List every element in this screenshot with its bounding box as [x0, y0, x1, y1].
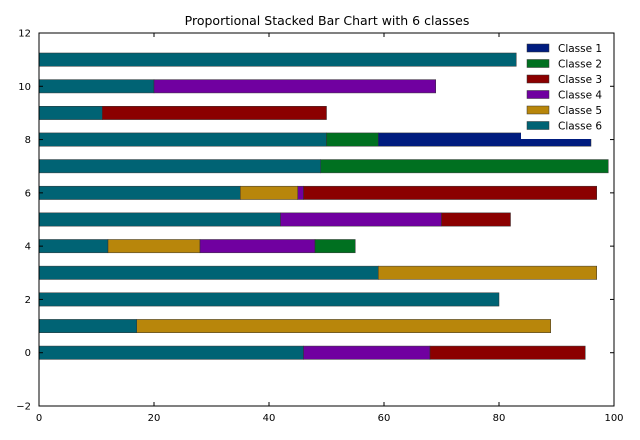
bar-segment [38, 159, 321, 174]
bar-segment [303, 185, 597, 200]
plot-frame [38, 32, 615, 407]
x-tick-label: 40 [263, 413, 276, 424]
bar-segment [199, 239, 316, 254]
y-tick-label: 2 [25, 295, 31, 306]
bar-segment [38, 212, 281, 227]
legend-swatch [526, 43, 550, 53]
y-tick-label: −2 [16, 402, 31, 413]
legend-label: Classe 1 [558, 43, 602, 55]
x-tick-label: 100 [604, 413, 623, 424]
bar-segment [38, 185, 241, 200]
bar-segment [240, 185, 298, 200]
y-tick-label: 6 [25, 188, 31, 199]
bar-segment [38, 319, 137, 333]
legend-swatch [526, 105, 550, 115]
legend: Classe 1 Classe 2 Classe 3 Classe 4 Classe 5… [521, 38, 609, 139]
bar-segment [38, 106, 103, 120]
x-tick-label: 80 [493, 413, 506, 424]
bar-segment [314, 239, 356, 254]
bar-segment [297, 185, 304, 200]
axes-group: 0 20 40 60 80 100 −2 0 2 4 6 8 10 12 [16, 29, 623, 425]
y-tick-label: 0 [25, 348, 31, 359]
bar-segment [38, 345, 304, 360]
legend-swatch [526, 121, 550, 130]
bar-segment [38, 52, 517, 67]
bar-segment [38, 79, 155, 94]
x-tick-label: 60 [378, 413, 391, 424]
bar-segment [107, 239, 201, 254]
x-tick-label: 0 [36, 413, 42, 424]
bar-segment [280, 212, 442, 227]
y-tick-label: 10 [18, 82, 31, 93]
bar-segment [38, 292, 500, 307]
bar-segment [38, 239, 109, 254]
bar-segment [441, 212, 511, 227]
bar-segment [378, 265, 597, 280]
bar-segment [38, 265, 379, 280]
bar-segment [102, 106, 327, 120]
legend-swatch [526, 59, 550, 68]
y-tick-label: 12 [18, 29, 31, 40]
legend-label: Classe 5 [558, 105, 602, 117]
legend-label: Classe 4 [558, 90, 602, 102]
bars-group [38, 52, 609, 360]
bar-segment [153, 79, 436, 94]
bar-segment [320, 159, 609, 174]
legend-swatch [526, 90, 550, 99]
legend-swatch [526, 74, 550, 84]
bar-segment [136, 319, 551, 333]
bar-segment [429, 345, 586, 360]
bar-segment [38, 132, 327, 147]
legend-label: Classe 2 [558, 59, 602, 71]
bar-segment [326, 132, 379, 147]
legend-label: Classe 6 [558, 121, 602, 133]
x-tick-label: 20 [148, 413, 161, 424]
y-tick-label: 4 [25, 242, 31, 253]
legend-label: Classe 3 [558, 74, 602, 86]
bar-segment [303, 345, 431, 360]
chart-title: Proportional Stacked Bar Chart with 6 cl… [185, 13, 470, 28]
y-tick-label: 8 [25, 135, 31, 146]
